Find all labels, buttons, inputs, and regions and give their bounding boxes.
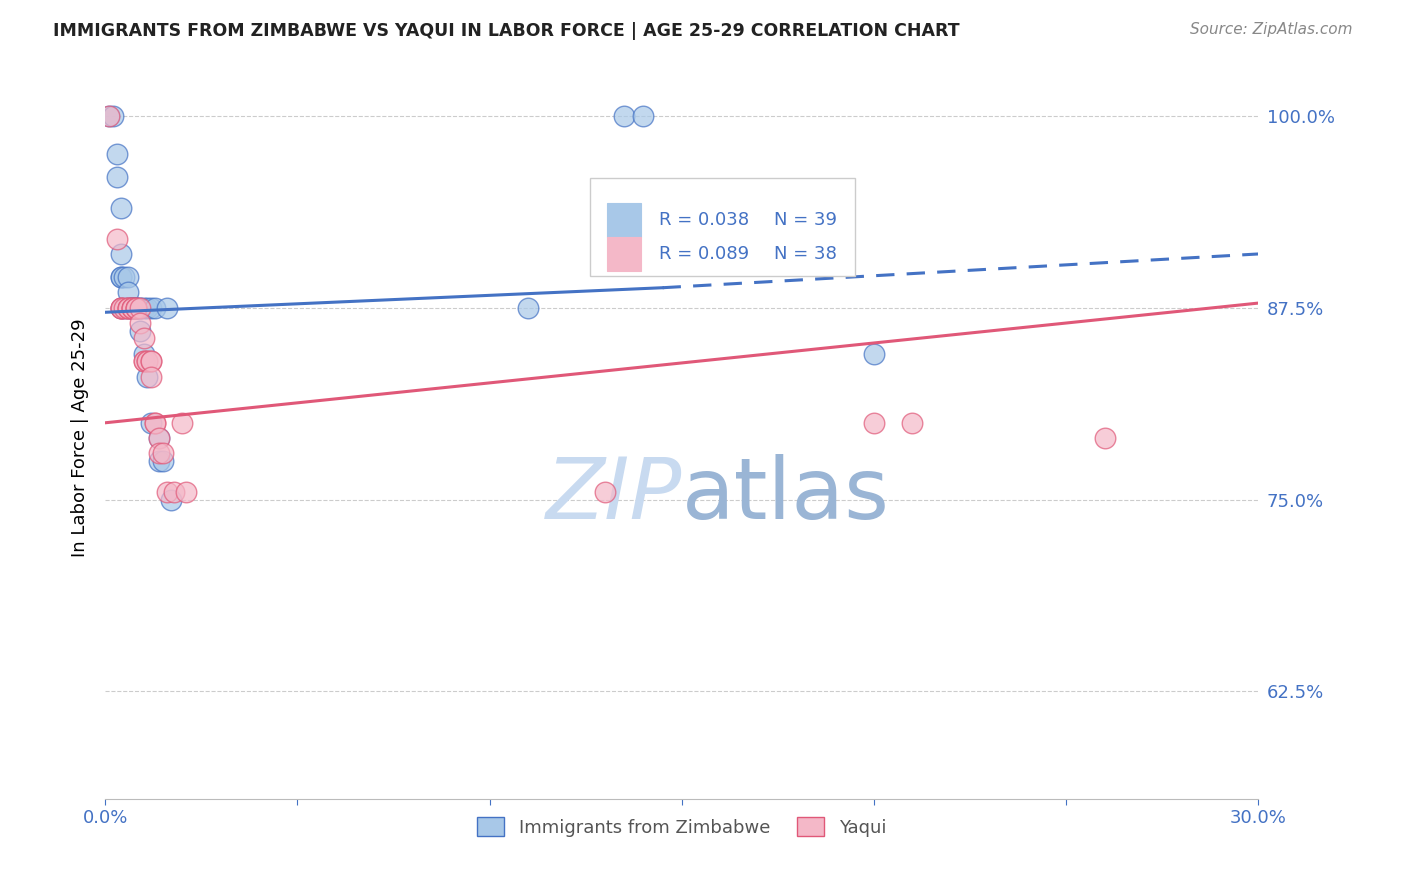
- Point: [110, 270, 132, 285]
- Point: [114, 270, 136, 285]
- Point: [110, 301, 132, 315]
- Point: [121, 301, 143, 315]
- Point: [143, 416, 166, 430]
- Point: [114, 301, 136, 315]
- Point: [110, 301, 132, 315]
- Point: [110, 270, 132, 285]
- Point: [125, 301, 148, 315]
- Text: Source: ZipAtlas.com: Source: ZipAtlas.com: [1189, 22, 1353, 37]
- Point: [148, 431, 170, 445]
- Text: IMMIGRANTS FROM ZIMBABWE VS YAQUI IN LABOR FORCE | AGE 25-29 CORRELATION CHART: IMMIGRANTS FROM ZIMBABWE VS YAQUI IN LAB…: [53, 22, 960, 40]
- Text: N = 38: N = 38: [775, 245, 837, 263]
- Point: [121, 301, 143, 315]
- Point: [105, 231, 128, 245]
- Point: [141, 416, 163, 430]
- Point: [148, 454, 170, 468]
- Point: [132, 301, 155, 315]
- Point: [148, 446, 170, 460]
- Point: [593, 484, 616, 499]
- Point: [132, 354, 155, 368]
- Point: [156, 301, 179, 315]
- Point: [121, 301, 143, 315]
- Point: [101, 109, 124, 123]
- Text: atlas: atlas: [682, 454, 890, 537]
- Point: [174, 484, 197, 499]
- Point: [143, 416, 166, 430]
- Point: [132, 347, 155, 361]
- Point: [863, 416, 886, 430]
- Point: [128, 324, 150, 338]
- FancyBboxPatch shape: [607, 236, 641, 271]
- Point: [141, 369, 163, 384]
- Point: [132, 354, 155, 368]
- Point: [114, 301, 136, 315]
- Point: [517, 301, 540, 315]
- Point: [152, 446, 174, 460]
- Point: [105, 170, 128, 185]
- Point: [125, 301, 148, 315]
- Text: R = 0.089: R = 0.089: [659, 245, 749, 263]
- FancyBboxPatch shape: [589, 178, 855, 276]
- Point: [128, 301, 150, 315]
- Legend: Immigrants from Zimbabwe, Yaqui: Immigrants from Zimbabwe, Yaqui: [470, 810, 894, 844]
- Point: [125, 301, 148, 315]
- Point: [110, 301, 132, 315]
- Point: [159, 492, 181, 507]
- Y-axis label: In Labor Force | Age 25-29: In Labor Force | Age 25-29: [72, 318, 89, 558]
- Point: [121, 301, 143, 315]
- Point: [128, 316, 150, 330]
- Point: [125, 301, 148, 315]
- Point: [121, 301, 143, 315]
- Point: [136, 301, 159, 315]
- Point: [152, 454, 174, 468]
- Point: [117, 270, 139, 285]
- Point: [136, 354, 159, 368]
- Point: [110, 201, 132, 215]
- Point: [98, 109, 121, 123]
- Point: [633, 109, 655, 123]
- Point: [141, 354, 163, 368]
- Point: [98, 109, 121, 123]
- Point: [121, 301, 143, 315]
- Point: [125, 301, 148, 315]
- Point: [105, 147, 128, 161]
- Point: [163, 484, 186, 499]
- Text: N = 39: N = 39: [775, 211, 837, 229]
- Point: [901, 416, 924, 430]
- Point: [117, 301, 139, 315]
- Point: [117, 285, 139, 300]
- Point: [117, 301, 139, 315]
- FancyBboxPatch shape: [607, 202, 641, 237]
- Point: [117, 301, 139, 315]
- Point: [156, 484, 179, 499]
- Point: [110, 247, 132, 261]
- Point: [136, 369, 159, 384]
- Point: [128, 301, 150, 315]
- Point: [125, 301, 148, 315]
- Point: [148, 431, 170, 445]
- Point: [141, 301, 163, 315]
- Point: [136, 354, 159, 368]
- Point: [128, 301, 150, 315]
- Point: [141, 354, 163, 368]
- Text: ZIP: ZIP: [546, 454, 682, 537]
- Point: [143, 301, 166, 315]
- Point: [1094, 431, 1116, 445]
- Point: [863, 347, 886, 361]
- Point: [172, 416, 194, 430]
- Text: R = 0.038: R = 0.038: [659, 211, 749, 229]
- Point: [613, 109, 636, 123]
- Point: [117, 301, 139, 315]
- Point: [110, 301, 132, 315]
- Point: [132, 331, 155, 345]
